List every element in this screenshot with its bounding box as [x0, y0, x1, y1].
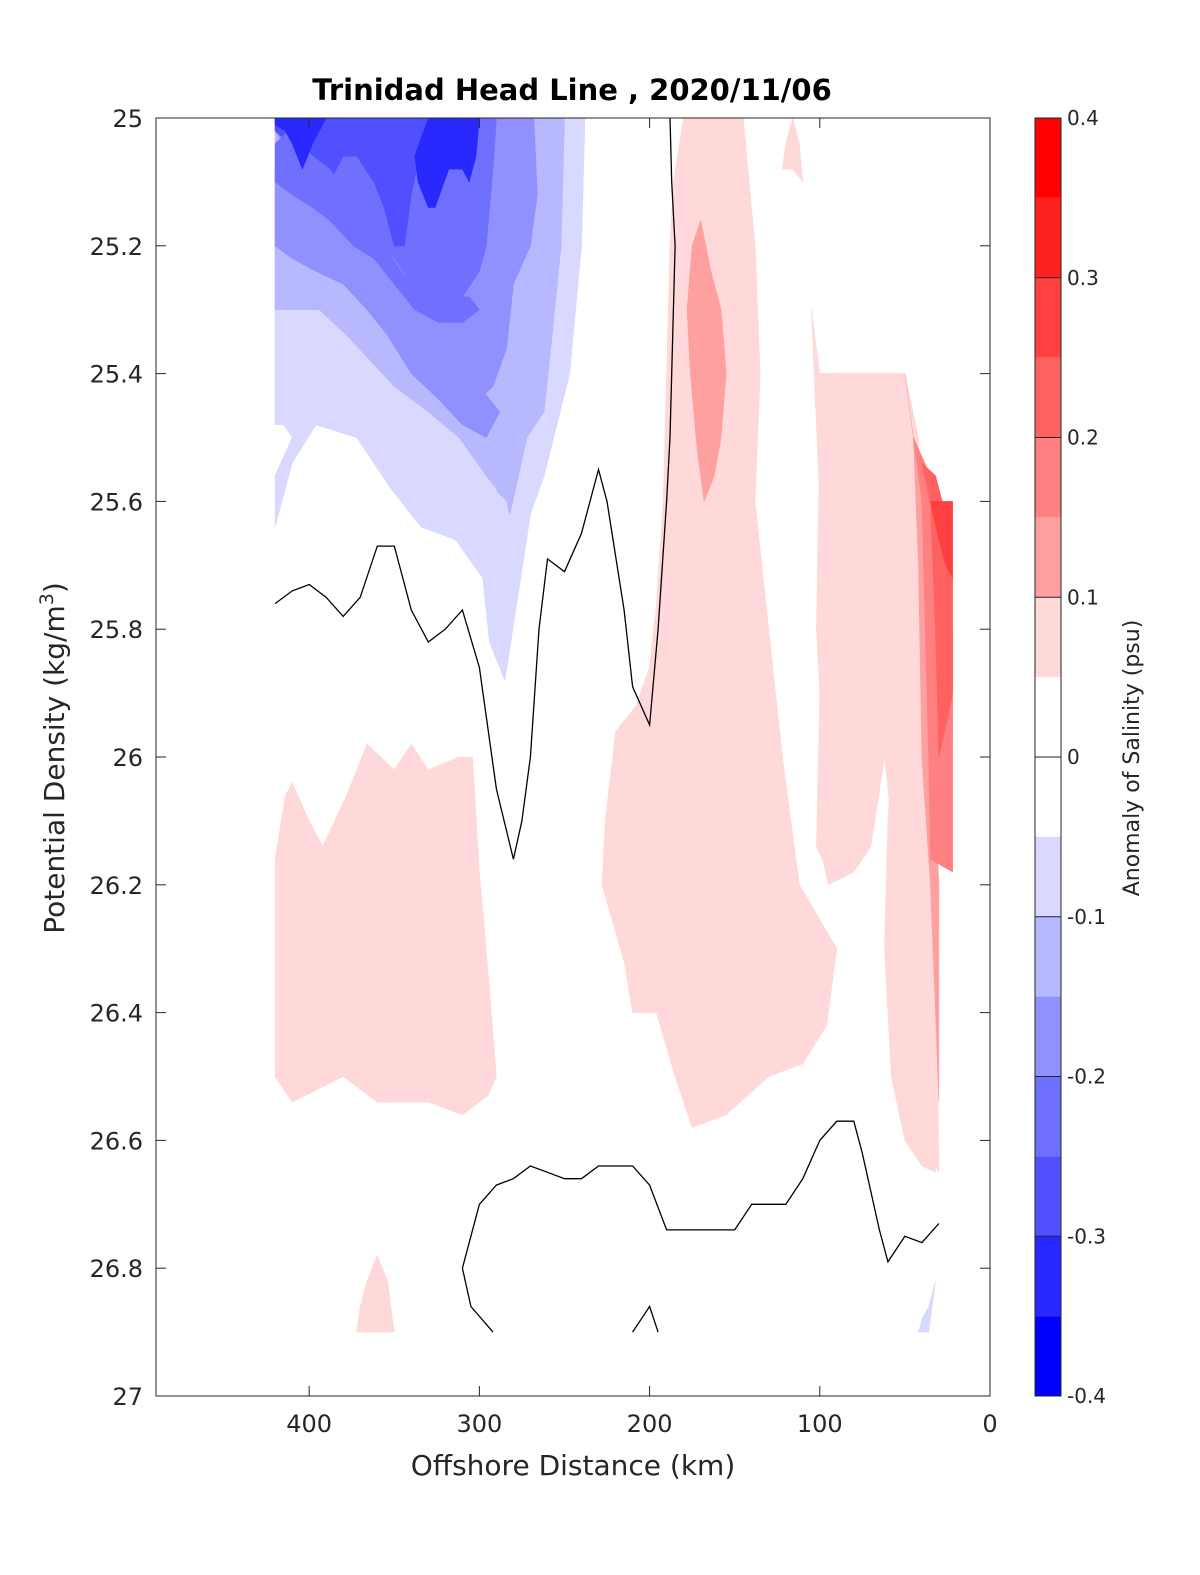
colorbar-title: Anomaly of Salinity (psu) — [1120, 620, 1145, 897]
colorbar-tick-label-0: 0.4 — [1067, 106, 1099, 130]
colorbar-segment-11 — [1035, 1076, 1061, 1157]
y-tick-label-8: 26.6 — [90, 1127, 143, 1155]
y-axis-title-main: Potential Density (kg/m — [38, 605, 71, 934]
colorbar-tick-label-6: -0.2 — [1067, 1065, 1106, 1089]
colorbar-segment-10 — [1035, 996, 1061, 1077]
colorbar-segment-0 — [1035, 118, 1061, 198]
contour-region-17 — [782, 118, 804, 183]
y-tick-label-4: 25.8 — [90, 616, 143, 644]
contour-line-1 — [461, 1120, 940, 1269]
colorbar-segment-1 — [1035, 197, 1061, 278]
colorbar-tick-label-4: 0 — [1067, 745, 1080, 769]
x-tick-label-3: 100 — [797, 1410, 843, 1438]
colorbar-segment-2 — [1035, 277, 1061, 358]
contour-line-0 — [274, 118, 676, 860]
colorbar-segment-4 — [1035, 437, 1061, 518]
y-tick-label-9: 26.8 — [90, 1255, 143, 1283]
colorbar-segment-14 — [1035, 1316, 1061, 1396]
contour-region-16 — [811, 309, 909, 873]
colorbar-tick-label-8: -0.4 — [1067, 1384, 1106, 1408]
contour-region-23 — [274, 743, 497, 1116]
colorbar-tick-label-3: 0.1 — [1067, 585, 1099, 609]
colorbar-segment-9 — [1035, 916, 1061, 997]
x-axis-title: Offshore Distance (km) — [411, 1449, 736, 1482]
contour-region-22 — [930, 501, 953, 579]
contour-region-10 — [274, 130, 480, 323]
filled-contour-regions — [274, 118, 953, 1333]
y-tick-label-10: 27 — [112, 1383, 143, 1411]
colorbar-frame — [1034, 117, 1062, 1397]
y-tick-label-1: 25.2 — [90, 233, 143, 261]
colorbar-tick-label-7: -0.3 — [1067, 1224, 1106, 1248]
y-axis-title-superscript: 3 — [36, 593, 58, 605]
colorbar-ticks: 0.4 0.3 0.2 0.1 0 -0.1 -0.2 -0.3 -0.4 — [1035, 106, 1106, 1408]
y-tick-label-6: 26.2 — [90, 872, 143, 900]
x-tick-label-1: 300 — [456, 1410, 502, 1438]
y-axis-title: Potential Density (kg/m3) — [36, 582, 71, 934]
colorbar-segment-8 — [1035, 836, 1061, 917]
x-axis-ticks: 400 300 200 100 0 — [286, 118, 998, 1438]
colorbar — [1035, 118, 1061, 1396]
colorbar-segment-12 — [1035, 1156, 1061, 1237]
colorbar-segment-5 — [1035, 517, 1061, 598]
contour-region-12 — [414, 118, 480, 208]
colorbar-tick-label-5: -0.1 — [1067, 905, 1106, 929]
y-axis-title-close: ) — [38, 582, 71, 593]
contour-line-2 — [461, 1268, 494, 1333]
contour-region-13 — [601, 118, 838, 1128]
y-axis-ticks: 25 25.2 25.4 25.6 25.8 26 26.2 26.4 26.6 26.8 27 — [90, 105, 990, 1411]
contour-region-25 — [918, 1280, 936, 1333]
x-tick-label-0: 400 — [286, 1410, 332, 1438]
zero-contour-lines — [274, 118, 940, 1333]
y-tick-label-5: 26 — [112, 744, 143, 772]
x-tick-label-2: 200 — [627, 1410, 673, 1438]
colorbar-tick-label-2: 0.2 — [1067, 426, 1099, 450]
colorbar-segment-3 — [1035, 357, 1061, 438]
colorbar-segment-13 — [1035, 1236, 1061, 1317]
colorbar-segment-6 — [1035, 597, 1061, 678]
chart-title: Trinidad Head Line , 2020/11/06 — [312, 73, 832, 107]
colorbar-tick-label-1: 0.3 — [1067, 266, 1099, 290]
contour-region-11 — [274, 118, 327, 170]
y-tick-label-2: 25.4 — [90, 361, 143, 389]
contour-line-3 — [632, 1305, 659, 1333]
y-tick-label-0: 25 — [112, 105, 143, 133]
y-tick-label-7: 26.4 — [90, 1000, 143, 1028]
x-tick-label-4: 0 — [982, 1410, 997, 1438]
contour-region-18 — [686, 219, 727, 503]
y-tick-label-3: 25.6 — [90, 488, 143, 516]
contour-region-24 — [356, 1254, 395, 1333]
